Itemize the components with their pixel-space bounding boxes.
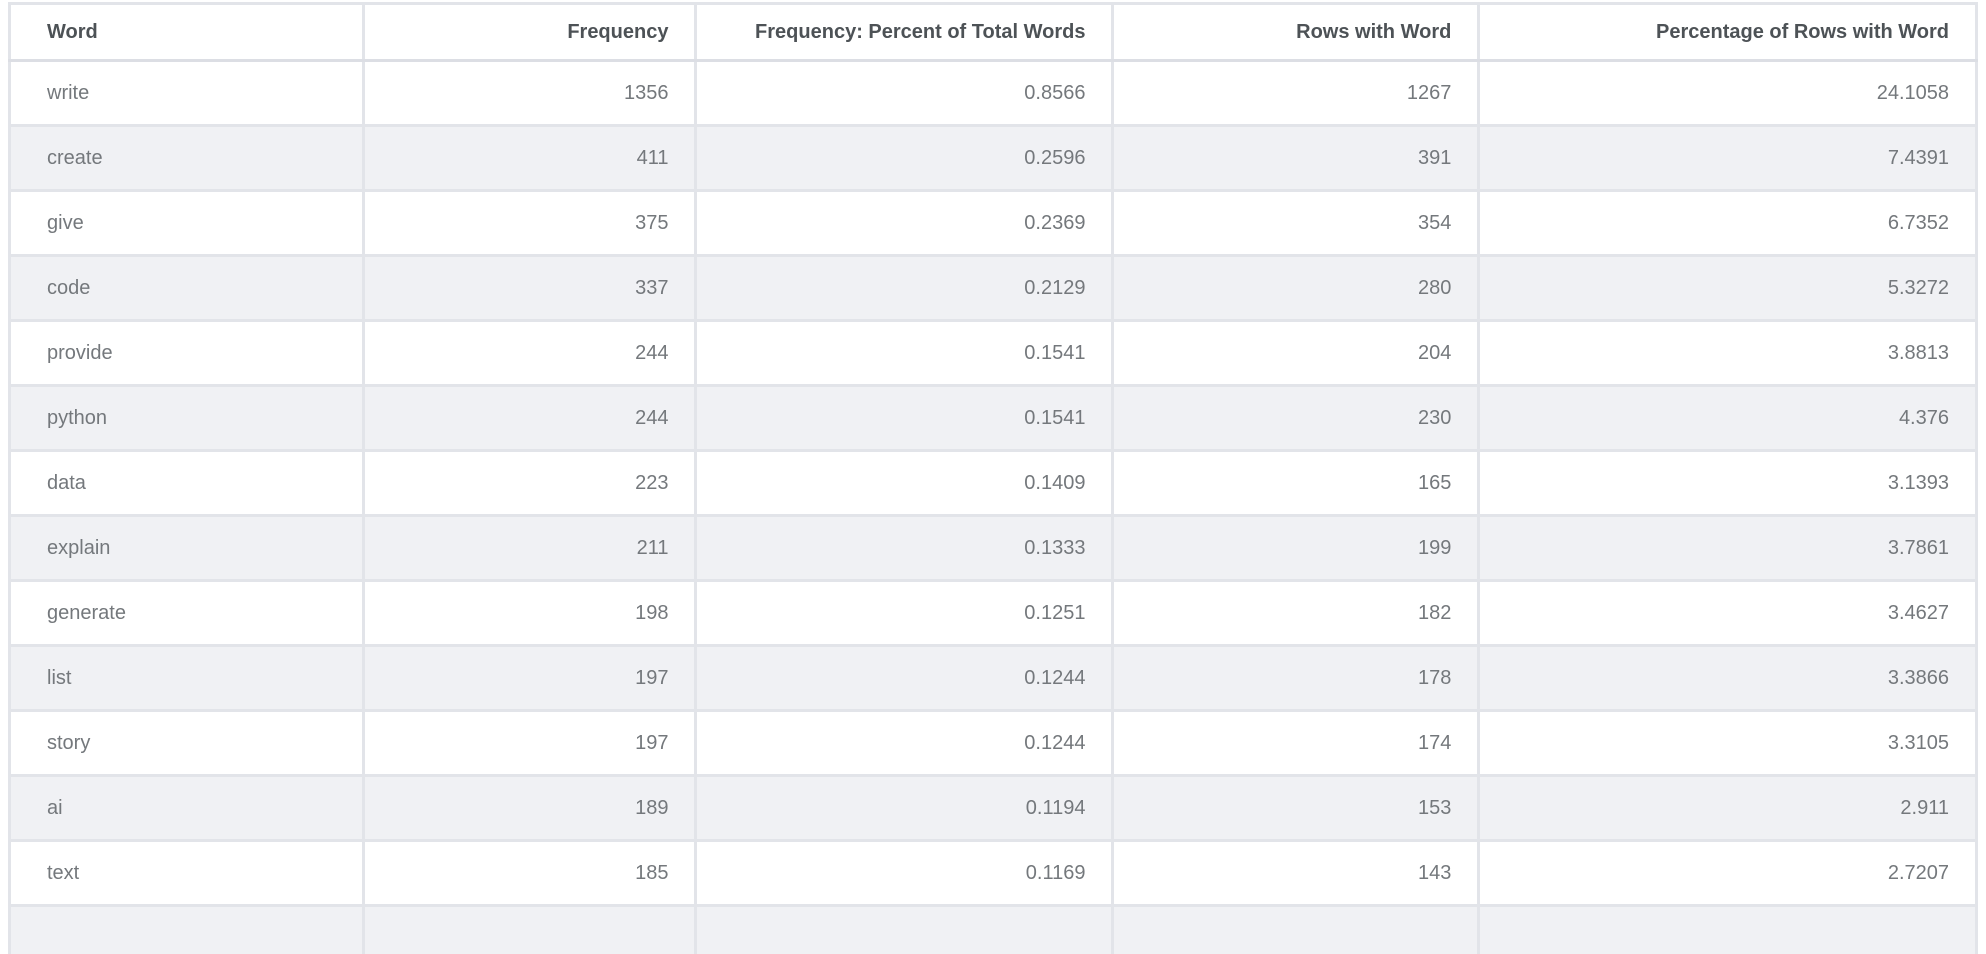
partially-visible-row (7, 904, 1978, 954)
table-cell-rows-with-word: 199 (1111, 514, 1481, 582)
table-cell-percentage-of-rows-with-word: 5.3272 (1477, 254, 1978, 322)
table-cell-word: write (7, 59, 366, 127)
table-cell-percentage-of-rows-with-word: 2.7207 (1477, 839, 1978, 907)
table-cell-percentage-of-rows-with-word: 7.4391 (1477, 124, 1978, 192)
table-row: ai 189 0.1194 153 2.911 (7, 774, 1978, 842)
table-cell-rows-with-word: 182 (1111, 579, 1481, 647)
table-cell-clipped (7, 904, 366, 954)
word-frequency-table: Word Frequency Frequency: Percent of Total… (7, 2, 1978, 954)
table-cell-rows-with-word: 204 (1111, 319, 1481, 387)
table-cell-rows-with-word: 230 (1111, 384, 1481, 452)
table-cell-frequency: 197 (362, 709, 698, 777)
table-header: Word Frequency Frequency: Percent of Total… (7, 2, 1978, 62)
table-cell-word: python (7, 384, 366, 452)
table-cell-rows-with-word: 354 (1111, 189, 1481, 257)
table-cell-word: give (7, 189, 366, 257)
table-row: python 244 0.1541 230 4.376 (7, 384, 1978, 452)
table-cell-word: create (7, 124, 366, 192)
table-cell-rows-with-word: 174 (1111, 709, 1481, 777)
table-cell-frequency: 198 (362, 579, 698, 647)
table-cell-frequency-percent-of-total-words: 0.2369 (694, 189, 1115, 257)
table-cell-clipped (1111, 904, 1481, 954)
table-cell-frequency: 244 (362, 319, 698, 387)
header-row: Word Frequency Frequency: Percent of Total… (7, 2, 1978, 62)
table-cell-frequency-percent-of-total-words: 0.1409 (694, 449, 1115, 517)
table-cell-percentage-of-rows-with-word: 2.911 (1477, 774, 1978, 842)
table-cell-percentage-of-rows-with-word: 4.376 (1477, 384, 1978, 452)
table-row: generate 198 0.1251 182 3.4627 (7, 579, 1978, 647)
table-cell-frequency-percent-of-total-words: 0.1169 (694, 839, 1115, 907)
table-cell-frequency-percent-of-total-words: 0.1244 (694, 709, 1115, 777)
table-cell-rows-with-word: 165 (1111, 449, 1481, 517)
table-cell-frequency: 223 (362, 449, 698, 517)
word-frequency-table-container: Word Frequency Frequency: Percent of Total… (7, 0, 1978, 954)
column-header-frequency-percent-of-total-words[interactable]: Frequency: Percent of Total Words (694, 2, 1115, 62)
table-row: list 197 0.1244 178 3.3866 (7, 644, 1978, 712)
table-cell-rows-with-word: 178 (1111, 644, 1481, 712)
table-cell-word: code (7, 254, 366, 322)
table-cell-frequency-percent-of-total-words: 0.8566 (694, 59, 1115, 127)
table-cell-clipped (362, 904, 698, 954)
table-cell-frequency: 1356 (362, 59, 698, 127)
table-cell-percentage-of-rows-with-word: 6.7352 (1477, 189, 1978, 257)
column-header-percentage-of-rows-with-word[interactable]: Percentage of Rows with Word (1477, 2, 1978, 62)
table-cell-frequency: 337 (362, 254, 698, 322)
table-cell-word: data (7, 449, 366, 517)
table-row: explain 211 0.1333 199 3.7861 (7, 514, 1978, 582)
table-cell-percentage-of-rows-with-word: 3.4627 (1477, 579, 1978, 647)
table-cell-word: text (7, 839, 366, 907)
table-cell-rows-with-word: 280 (1111, 254, 1481, 322)
table-cell-frequency: 244 (362, 384, 698, 452)
table-cell-word: list (7, 644, 366, 712)
column-header-rows-with-word[interactable]: Rows with Word (1111, 2, 1481, 62)
table-cell-percentage-of-rows-with-word: 3.1393 (1477, 449, 1978, 517)
table-cell-frequency-percent-of-total-words: 0.2129 (694, 254, 1115, 322)
table-cell-percentage-of-rows-with-word: 3.3866 (1477, 644, 1978, 712)
table-cell-word: ai (7, 774, 366, 842)
table-cell-rows-with-word: 143 (1111, 839, 1481, 907)
table-cell-clipped (1477, 904, 1978, 954)
table-cell-frequency: 411 (362, 124, 698, 192)
table-body: write 1356 0.8566 1267 24.1058 create 411 0.259… (7, 59, 1978, 954)
table-row: write 1356 0.8566 1267 24.1058 (7, 59, 1978, 127)
table-cell-frequency-percent-of-total-words: 0.1251 (694, 579, 1115, 647)
table-row: provide 244 0.1541 204 3.8813 (7, 319, 1978, 387)
table-cell-rows-with-word: 391 (1111, 124, 1481, 192)
table-cell-frequency-percent-of-total-words: 0.1194 (694, 774, 1115, 842)
table-cell-frequency: 189 (362, 774, 698, 842)
table-cell-frequency-percent-of-total-words: 0.1541 (694, 319, 1115, 387)
table-cell-frequency-percent-of-total-words: 0.1541 (694, 384, 1115, 452)
table-cell-word: story (7, 709, 366, 777)
table-row: text 185 0.1169 143 2.7207 (7, 839, 1978, 907)
table-cell-percentage-of-rows-with-word: 3.7861 (1477, 514, 1978, 582)
column-header-frequency[interactable]: Frequency (362, 2, 698, 62)
table-cell-word: provide (7, 319, 366, 387)
table-row: create 411 0.2596 391 7.4391 (7, 124, 1978, 192)
table-cell-clipped (694, 904, 1115, 954)
table-cell-frequency: 197 (362, 644, 698, 712)
table-cell-word: explain (7, 514, 366, 582)
table-cell-rows-with-word: 153 (1111, 774, 1481, 842)
table-cell-frequency-percent-of-total-words: 0.2596 (694, 124, 1115, 192)
table-cell-percentage-of-rows-with-word: 24.1058 (1477, 59, 1978, 127)
table-cell-percentage-of-rows-with-word: 3.3105 (1477, 709, 1978, 777)
table-cell-frequency: 185 (362, 839, 698, 907)
table-cell-percentage-of-rows-with-word: 3.8813 (1477, 319, 1978, 387)
table-cell-word: generate (7, 579, 366, 647)
table-row: story 197 0.1244 174 3.3105 (7, 709, 1978, 777)
table-row: give 375 0.2369 354 6.7352 (7, 189, 1978, 257)
column-header-word[interactable]: Word (7, 2, 366, 62)
table-cell-frequency: 211 (362, 514, 698, 582)
table-row: code 337 0.2129 280 5.3272 (7, 254, 1978, 322)
table-cell-frequency-percent-of-total-words: 0.1244 (694, 644, 1115, 712)
table-cell-frequency: 375 (362, 189, 698, 257)
table-row: data 223 0.1409 165 3.1393 (7, 449, 1978, 517)
table-cell-frequency-percent-of-total-words: 0.1333 (694, 514, 1115, 582)
table-cell-rows-with-word: 1267 (1111, 59, 1481, 127)
